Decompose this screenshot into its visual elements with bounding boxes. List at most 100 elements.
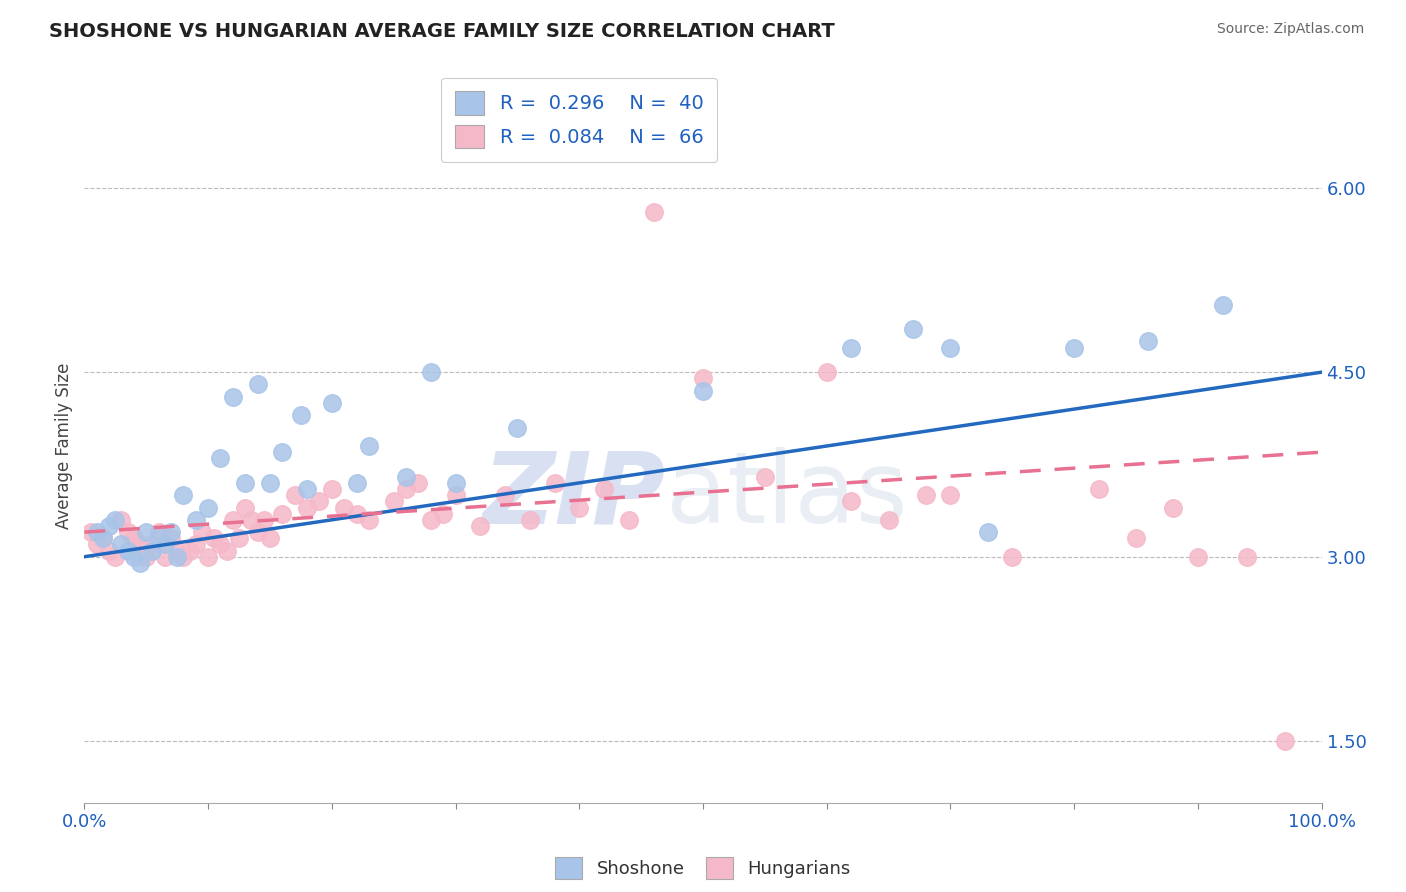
Point <box>172 488 194 502</box>
Point <box>432 507 454 521</box>
Point <box>1137 334 1160 349</box>
Y-axis label: Average Family Size: Average Family Size <box>55 363 73 529</box>
Point <box>419 365 441 379</box>
Point <box>1063 341 1085 355</box>
Text: Source: ZipAtlas.com: Source: ZipAtlas.com <box>1216 22 1364 37</box>
Point <box>98 543 121 558</box>
Point <box>1001 549 1024 564</box>
Text: atlas: atlas <box>666 448 907 544</box>
Point <box>321 396 343 410</box>
Point <box>166 549 188 564</box>
Point <box>202 531 225 545</box>
Text: SHOSHONE VS HUNGARIAN AVERAGE FAMILY SIZE CORRELATION CHART: SHOSHONE VS HUNGARIAN AVERAGE FAMILY SIZ… <box>49 22 835 41</box>
Point <box>148 531 170 545</box>
Point <box>692 371 714 385</box>
Point <box>841 494 863 508</box>
Point <box>110 513 132 527</box>
Point <box>86 525 108 540</box>
Point <box>135 525 157 540</box>
Point <box>1274 734 1296 748</box>
Point <box>568 500 591 515</box>
Point <box>246 377 269 392</box>
Point <box>191 525 214 540</box>
Point <box>617 513 640 527</box>
Point <box>153 537 176 551</box>
Point <box>754 469 776 483</box>
Point <box>166 543 188 558</box>
Point <box>295 500 318 515</box>
Point <box>259 475 281 490</box>
Point <box>233 475 256 490</box>
Point <box>295 482 318 496</box>
Point <box>259 531 281 545</box>
Point <box>543 475 565 490</box>
Point <box>321 482 343 496</box>
Point <box>593 482 616 496</box>
Point <box>160 531 183 545</box>
Point <box>215 543 238 558</box>
Point <box>308 494 330 508</box>
Point <box>1088 482 1111 496</box>
Point <box>153 549 176 564</box>
Point <box>104 513 127 527</box>
Point <box>419 513 441 527</box>
Point <box>290 409 312 423</box>
Point <box>357 439 380 453</box>
Point <box>91 531 114 545</box>
Point <box>122 531 145 545</box>
Point <box>815 365 838 379</box>
Point <box>184 513 207 527</box>
Point <box>877 513 900 527</box>
Point <box>179 543 201 558</box>
Point <box>470 519 492 533</box>
Point <box>271 507 294 521</box>
Point <box>444 488 467 502</box>
Point <box>98 519 121 533</box>
Point <box>240 513 263 527</box>
Point <box>122 549 145 564</box>
Point <box>408 475 430 490</box>
Point <box>1125 531 1147 545</box>
Point <box>228 531 250 545</box>
Point <box>141 543 163 558</box>
Point <box>692 384 714 398</box>
Point <box>519 513 541 527</box>
Point <box>110 537 132 551</box>
Point <box>222 513 245 527</box>
Point <box>494 488 516 502</box>
Point <box>172 549 194 564</box>
Point <box>129 556 152 570</box>
Point <box>117 525 139 540</box>
Point <box>104 549 127 564</box>
Point <box>233 500 256 515</box>
Point <box>914 488 936 502</box>
Point <box>284 488 307 502</box>
Point <box>1236 549 1258 564</box>
Point <box>86 537 108 551</box>
Point <box>1212 297 1234 311</box>
Point <box>209 451 232 466</box>
Point <box>209 537 232 551</box>
Point <box>129 537 152 551</box>
Point <box>117 543 139 558</box>
Point <box>271 445 294 459</box>
Point <box>160 525 183 540</box>
Point <box>643 205 665 219</box>
Point <box>841 341 863 355</box>
Point <box>939 341 962 355</box>
Point <box>976 525 998 540</box>
Point <box>222 390 245 404</box>
Point <box>1187 549 1209 564</box>
Point <box>253 513 276 527</box>
Point <box>333 500 356 515</box>
Point <box>346 507 368 521</box>
Text: ZIP: ZIP <box>482 448 666 544</box>
Point <box>506 420 529 434</box>
Point <box>395 482 418 496</box>
Point <box>382 494 405 508</box>
Legend: Shoshone, Hungarians: Shoshone, Hungarians <box>548 850 858 887</box>
Point <box>184 537 207 551</box>
Point <box>939 488 962 502</box>
Point <box>444 475 467 490</box>
Point <box>79 525 101 540</box>
